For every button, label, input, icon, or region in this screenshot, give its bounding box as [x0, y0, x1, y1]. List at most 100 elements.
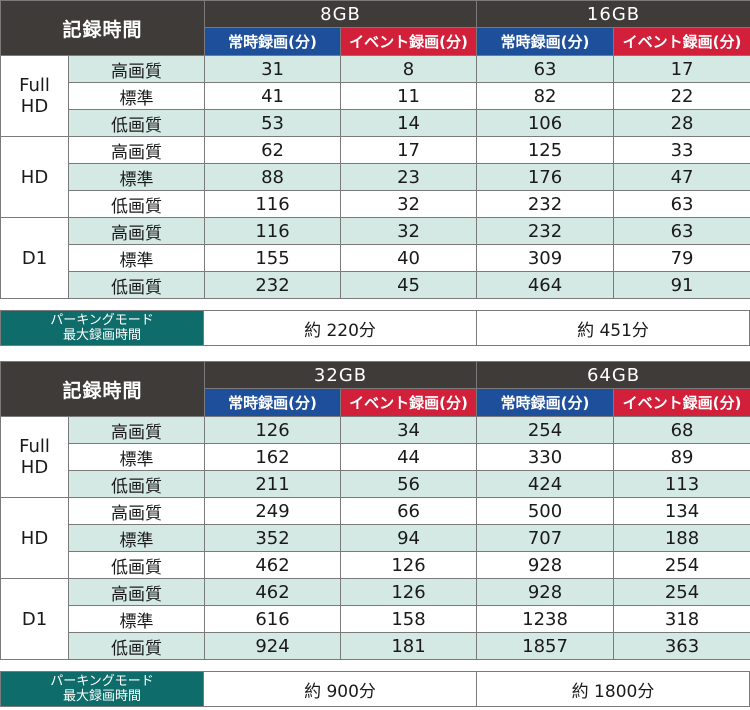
table-row: HD 高画質 62 17 125 33 [0, 136, 750, 218]
column-header-event: イベント録画(分) [340, 27, 478, 56]
quality-label: 高画質 [67, 416, 206, 444]
quality-label: 低画質 [67, 271, 206, 299]
resolution-label: HD [20, 527, 49, 549]
recording-time-table: 記録時間 8GB 16GB 常時録画(分) イベント録画(分) 常時録画(分) イベント録画… [0, 0, 750, 299]
table-row: 低画質 924 181 1857 363 [1, 632, 750, 660]
quality-label: 高画質 [67, 217, 206, 245]
minutes-cell: 11 [340, 82, 478, 110]
table-row: 標準 162 44 330 89 [1, 443, 750, 471]
minutes-cell: 158 [340, 605, 478, 633]
minutes-cell: 68 [613, 416, 750, 444]
parking-max-time: 約 1800分 [477, 671, 750, 707]
recording-time-table: 記録時間 32GB 64GB 常時録画(分) イベント録画(分) 常時録画(分) イベント録… [0, 361, 750, 660]
minutes-cell: 94 [340, 524, 478, 552]
column-header-normal: 常時録画(分) [476, 27, 615, 56]
minutes-cell: 17 [340, 136, 478, 164]
minutes-cell: 363 [613, 632, 750, 660]
minutes-cell: 116 [204, 217, 342, 245]
quality-label: 高画質 [67, 497, 206, 525]
minutes-cell: 309 [476, 244, 615, 272]
minutes-cell: 63 [613, 217, 750, 245]
minutes-cell: 254 [476, 416, 615, 444]
resolution-label: Full HD [19, 75, 50, 117]
minutes-cell: 44 [340, 443, 478, 471]
column-header-normal: 常時録画(分) [204, 27, 342, 56]
resolution-cell: Full HD [0, 55, 69, 137]
minutes-cell: 318 [613, 605, 750, 633]
table-row: D1 高画質 116 32 232 63 [0, 217, 750, 299]
minutes-cell: 8 [340, 55, 478, 83]
minutes-cell: 464 [476, 271, 615, 299]
parking-mode-label: パーキングモード 最大録画時間 [0, 310, 204, 346]
minutes-cell: 31 [204, 55, 342, 83]
minutes-cell: 330 [476, 443, 615, 471]
column-header-event: イベント録画(分) [340, 388, 478, 417]
resolution-cell: HD [0, 136, 69, 218]
parking-label-line1: パーキングモード [50, 674, 154, 689]
minutes-cell: 53 [204, 109, 342, 137]
minutes-cell: 162 [204, 443, 342, 471]
minutes-cell: 116 [204, 190, 342, 218]
minutes-cell: 56 [340, 470, 478, 498]
parking-mode-label: パーキングモード 最大録画時間 [0, 671, 204, 707]
minutes-cell: 82 [476, 82, 615, 110]
minutes-cell: 23 [340, 163, 478, 191]
table-row: 低画質 116 32 232 63 [1, 190, 750, 218]
column-header-normal: 常時録画(分) [476, 388, 615, 417]
minutes-cell: 462 [204, 578, 342, 606]
table-row: 低画質 232 45 464 91 [1, 271, 750, 299]
minutes-cell: 34 [340, 416, 478, 444]
resolution-label: Full HD [19, 436, 50, 478]
minutes-cell: 616 [204, 605, 342, 633]
minutes-cell: 41 [204, 82, 342, 110]
minutes-cell: 254 [613, 578, 750, 606]
minutes-cell: 22 [613, 82, 750, 110]
parking-mode-row: パーキングモード 最大録画時間約 900分約 1800分 [0, 671, 750, 707]
table-row: HD 高画質 249 66 500 134 [0, 497, 750, 579]
table-row: D1 高画質 462 126 928 254 [0, 578, 750, 660]
minutes-cell: 63 [476, 55, 615, 83]
minutes-cell: 232 [204, 271, 342, 299]
minutes-cell: 232 [476, 217, 615, 245]
minutes-cell: 125 [476, 136, 615, 164]
parking-mode-row: パーキングモード 最大録画時間約 220分約 451分 [0, 310, 750, 346]
minutes-cell: 113 [613, 470, 750, 498]
quality-label: 低画質 [67, 551, 206, 579]
quality-label: 標準 [67, 605, 206, 633]
minutes-cell: 924 [204, 632, 342, 660]
resolution-cell: HD [0, 497, 69, 579]
minutes-cell: 17 [613, 55, 750, 83]
table-row: 低画質 462 126 928 254 [1, 551, 750, 579]
table-row: 標準 155 40 309 79 [1, 244, 750, 272]
minutes-cell: 928 [476, 551, 615, 579]
table-row: 標準 616 158 1238 318 [1, 605, 750, 633]
minutes-cell: 33 [613, 136, 750, 164]
capacity-header: 8GB [204, 0, 478, 28]
minutes-cell: 155 [204, 244, 342, 272]
parking-label-line2: 最大録画時間 [62, 328, 141, 343]
minutes-cell: 352 [204, 524, 342, 552]
parking-max-time: 約 220分 [204, 310, 477, 346]
resolution-label: D1 [21, 608, 48, 630]
quality-label: 標準 [67, 82, 206, 110]
quality-label: 標準 [67, 244, 206, 272]
resolution-cell: D1 [0, 217, 69, 299]
parking-label-line1: パーキングモード [50, 313, 154, 328]
minutes-cell: 28 [613, 109, 750, 137]
parking-label-line2: 最大録画時間 [62, 689, 141, 704]
minutes-cell: 40 [340, 244, 478, 272]
resolution-cell: Full HD [0, 416, 69, 498]
column-header-event: イベント録画(分) [613, 388, 750, 417]
minutes-cell: 79 [613, 244, 750, 272]
minutes-cell: 89 [613, 443, 750, 471]
table-row: 低画質 211 56 424 113 [1, 470, 750, 498]
minutes-cell: 249 [204, 497, 342, 525]
minutes-cell: 14 [340, 109, 478, 137]
recording-table-32-64gb: 記録時間 32GB 64GB 常時録画(分) イベント録画(分) 常時録画(分) イベント録… [0, 361, 750, 707]
minutes-cell: 66 [340, 497, 478, 525]
minutes-cell: 928 [476, 578, 615, 606]
minutes-cell: 188 [613, 524, 750, 552]
quality-label: 高画質 [67, 578, 206, 606]
table-row: 標準 41 11 82 22 [1, 82, 750, 110]
recording-table-8-16gb: 記録時間 8GB 16GB 常時録画(分) イベント録画(分) 常時録画(分) イベント録画… [0, 0, 750, 346]
